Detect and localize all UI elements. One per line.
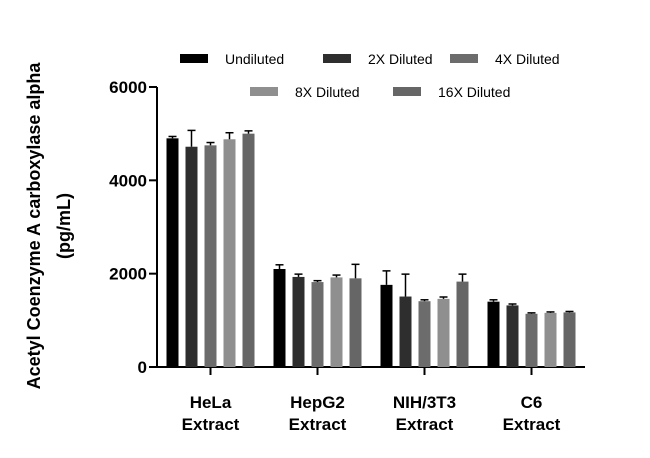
- y-tick-label: 4000: [109, 171, 147, 190]
- bar: [292, 276, 305, 367]
- legend-label: 16X Diluted: [438, 84, 510, 100]
- bar: [544, 312, 557, 367]
- bar: [242, 133, 255, 367]
- legend: Undiluted 2X Diluted 4X Diluted 8X Diluted 1…: [180, 51, 560, 100]
- bar: [204, 145, 217, 367]
- bar: [166, 138, 179, 367]
- y-axis: 0 2000 4000 6000: [109, 78, 158, 377]
- legend-swatch: [250, 87, 278, 96]
- y-tick-label: 2000: [109, 265, 147, 284]
- bar: [380, 284, 393, 367]
- y-axis-title-line1: Acetyl Coenzyme A carboxylase alpha: [24, 62, 44, 390]
- x-tick-label: C6: [521, 393, 543, 412]
- legend-swatch: [450, 54, 478, 63]
- bar: [525, 313, 538, 367]
- legend-label: 4X Diluted: [495, 51, 560, 67]
- bar: [456, 281, 469, 367]
- legend-label: Undiluted: [225, 51, 284, 67]
- y-axis-title: Acetyl Coenzyme A carboxylase alpha (pg/…: [24, 62, 74, 390]
- bar: [563, 312, 576, 367]
- bar: [185, 146, 198, 367]
- bar: [330, 277, 343, 367]
- bars: [166, 129, 576, 367]
- x-tick-label: Extract: [396, 415, 454, 434]
- bar: [437, 298, 450, 367]
- x-axis: HeLa Extract HepG2 Extract NIH/3T3 Extract C6 E…: [157, 366, 585, 434]
- legend-label: 8X Diluted: [295, 84, 360, 100]
- y-tick-label: 6000: [109, 78, 147, 97]
- bar: [506, 305, 519, 367]
- x-tick-label: NIH/3T3: [393, 393, 456, 412]
- x-tick-label: Extract: [182, 415, 240, 434]
- bar: [223, 139, 236, 367]
- x-tick-label: HeLa: [190, 393, 232, 412]
- bar: [487, 301, 500, 367]
- bar: [273, 269, 286, 367]
- legend-swatch: [180, 54, 208, 63]
- y-tick-label: 0: [138, 358, 147, 377]
- bar: [349, 278, 362, 367]
- bar: [311, 282, 324, 367]
- bar: [418, 301, 431, 367]
- x-tick-label: Extract: [503, 415, 561, 434]
- legend-swatch: [393, 87, 421, 96]
- x-tick-label: HepG2: [290, 393, 345, 412]
- legend-swatch: [323, 54, 351, 63]
- bar: [399, 296, 412, 367]
- legend-label: 2X Diluted: [368, 51, 433, 67]
- x-tick-label: Extract: [289, 415, 347, 434]
- y-axis-title-line2: (pg/mL): [54, 193, 74, 259]
